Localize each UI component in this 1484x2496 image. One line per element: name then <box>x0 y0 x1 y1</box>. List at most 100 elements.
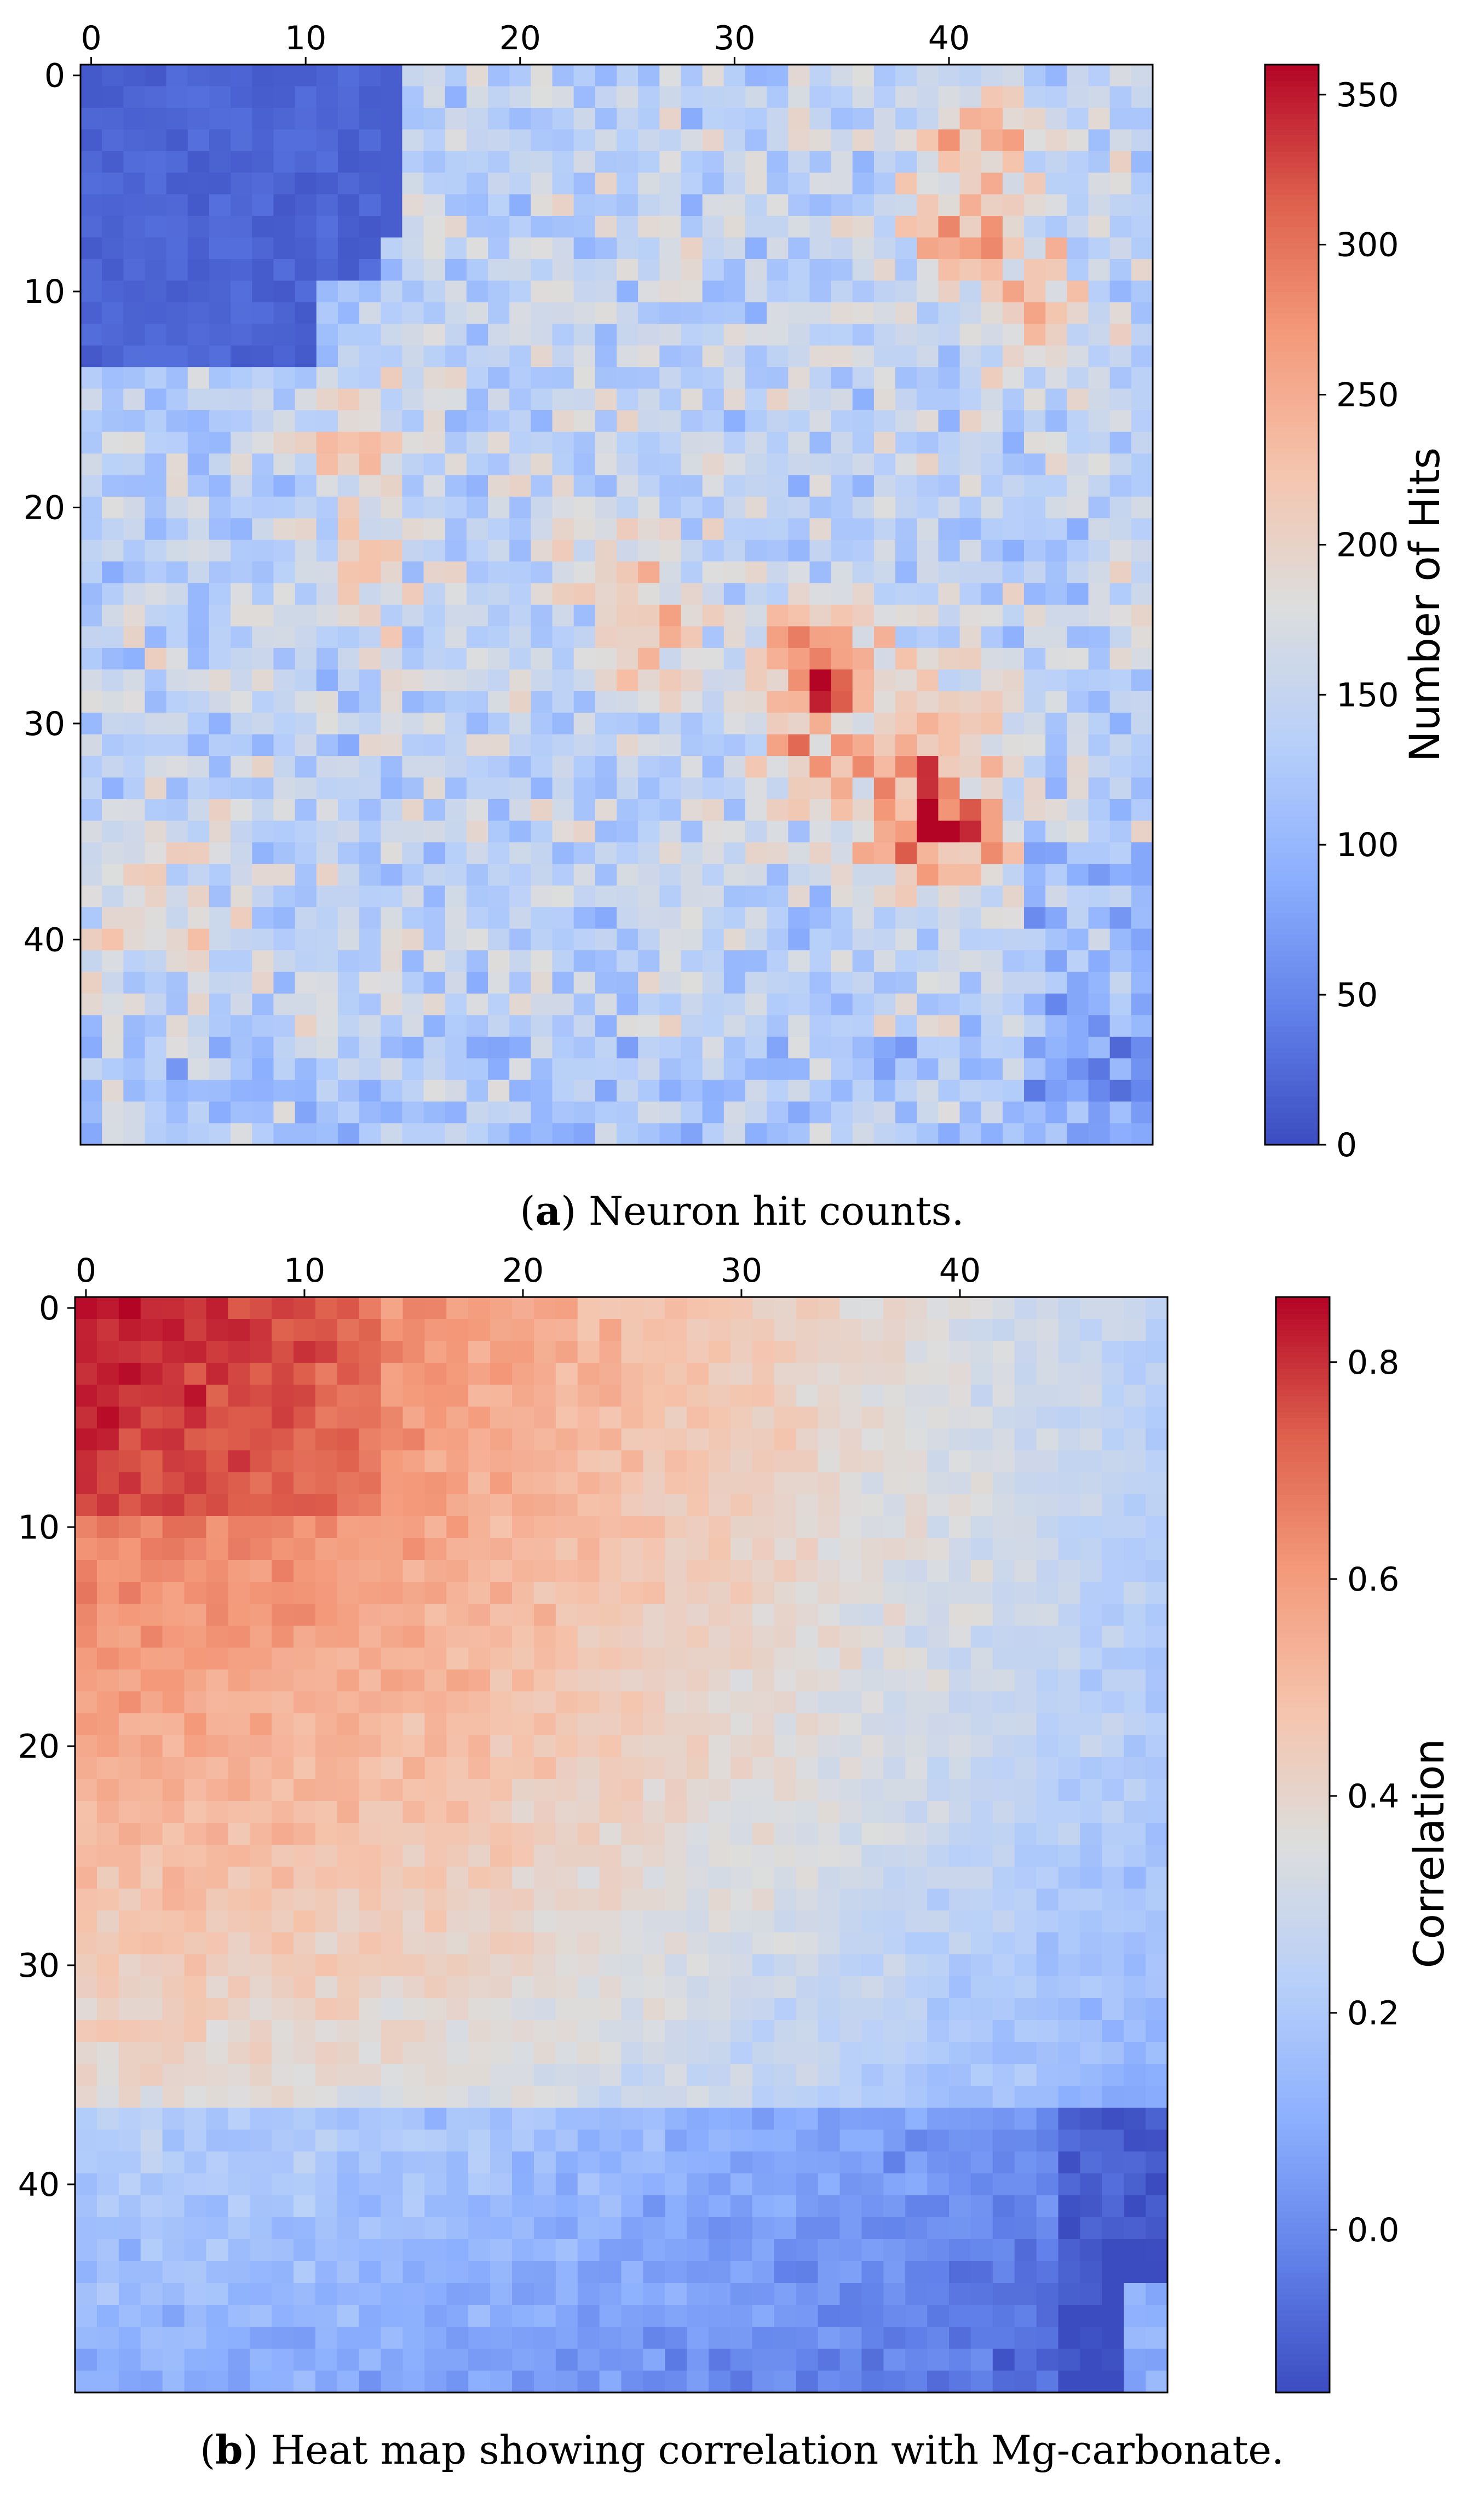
hit-count-cell <box>273 324 296 346</box>
hit-count-cell <box>445 820 467 843</box>
hit-count-cell <box>659 280 682 303</box>
correlation-cell <box>206 1954 228 1977</box>
hit-count-cell <box>1045 1036 1067 1059</box>
correlation-cell <box>1014 2042 1037 2064</box>
correlation-cell <box>970 1998 993 2021</box>
correlation-cell <box>140 2086 163 2108</box>
hit-count-cell <box>445 216 467 238</box>
hit-count-cell <box>295 302 317 324</box>
hit-count-cell <box>80 259 102 281</box>
correlation-cell <box>315 1867 338 1889</box>
correlation-cell <box>533 1669 556 1692</box>
correlation-cell <box>250 1976 272 1999</box>
correlation-cell <box>687 1538 709 1560</box>
hit-count-cell <box>80 605 102 627</box>
correlation-cell <box>774 1494 797 1517</box>
hit-count-colorbar-segment <box>1265 173 1319 179</box>
correlation-cell <box>140 1735 163 1758</box>
hit-count-cell <box>337 65 360 87</box>
hit-count-cell <box>1109 972 1132 994</box>
correlation-cell <box>337 1976 360 1999</box>
hit-count-cell <box>852 820 875 843</box>
correlation-cell <box>162 2042 185 2064</box>
correlation-cell <box>468 1319 491 1341</box>
correlation-cell <box>861 2261 884 2283</box>
hit-count-cell <box>938 1123 960 1145</box>
hit-count-cell <box>873 302 896 324</box>
correlation-cell <box>621 1626 643 1648</box>
correlation-cell <box>1124 1450 1146 1473</box>
hit-count-cell <box>1024 583 1046 605</box>
hit-count-cell <box>595 237 617 260</box>
hit-count-cell <box>1067 950 1089 973</box>
hit-count-cell <box>873 432 896 454</box>
correlation-cell <box>818 1976 841 1999</box>
correlation-cell <box>206 1363 228 1385</box>
hit-count-cell <box>552 129 574 152</box>
hit-count-cell <box>273 302 296 324</box>
hit-count-cell <box>895 756 917 778</box>
hit-count-cell <box>102 713 124 735</box>
correlation-cell <box>118 1428 141 1451</box>
correlation-cell <box>381 1954 404 1977</box>
correlation-cell <box>709 1582 731 1604</box>
correlation-cell <box>970 2130 993 2152</box>
hit-count-cell <box>316 734 338 756</box>
hit-count-cell <box>1002 345 1025 368</box>
hit-count-cell <box>767 518 789 541</box>
correlation-cell <box>184 2042 206 2064</box>
correlation-cell <box>905 1889 928 1911</box>
correlation-cell <box>1080 1407 1102 1429</box>
hit-count-cell <box>102 194 124 216</box>
correlation-cell <box>446 1341 469 1363</box>
hit-count-cell <box>381 799 402 821</box>
hit-count-cell <box>295 756 317 778</box>
hit-count-cell <box>831 1123 853 1145</box>
correlation-cell <box>839 1450 862 1473</box>
hit-count-cell <box>595 928 617 951</box>
correlation-cell <box>206 1691 228 1714</box>
hit-count-cell <box>1024 475 1046 497</box>
correlation-cell <box>337 1691 360 1714</box>
hit-count-cell <box>938 259 960 281</box>
hit-count-colorbar-segment <box>1265 437 1319 443</box>
correlation-cell <box>1146 1845 1168 1867</box>
hit-count-cell <box>80 237 102 260</box>
correlation-cell <box>1014 1691 1037 1714</box>
hit-count-cell <box>166 907 188 929</box>
correlation-cell <box>883 1297 906 1319</box>
hit-count-cell <box>1131 993 1153 1015</box>
hit-count-cell <box>938 561 960 584</box>
correlation-cell <box>228 1428 250 1451</box>
correlation-cell <box>970 1516 993 1539</box>
correlation-cell <box>1102 1932 1124 1955</box>
hit-count-cell <box>723 237 746 260</box>
hit-count-cell <box>1067 734 1089 756</box>
hit-count-cell <box>831 65 853 87</box>
correlation-cell <box>752 1538 775 1560</box>
correlation-cell <box>402 1976 425 1999</box>
correlation-cell <box>490 1297 513 1319</box>
hit-count-cell <box>381 151 402 173</box>
correlation-cell <box>927 1867 950 1889</box>
correlation-cell <box>1146 1428 1168 1451</box>
hit-count-cell <box>745 561 767 584</box>
correlation-cell <box>818 2217 841 2240</box>
hit-count-cell <box>552 194 574 216</box>
correlation-cell <box>949 1932 971 1955</box>
correlation-cell <box>643 1713 665 1736</box>
hit-count-cell <box>166 1123 188 1145</box>
hit-count-cell <box>445 864 467 886</box>
correlation-cell <box>796 1385 819 1407</box>
hit-count-cell <box>702 583 724 605</box>
hit-count-cell <box>381 475 402 497</box>
hit-count-cell <box>831 777 853 800</box>
correlation-cell <box>643 1845 665 1867</box>
hit-count-cell <box>337 1080 360 1102</box>
hit-count-cell <box>552 107 574 130</box>
correlation-cell <box>250 1998 272 2021</box>
correlation-cell <box>577 1954 600 1977</box>
correlation-cell <box>402 1319 425 1341</box>
correlation-cell <box>272 1297 294 1319</box>
hit-count-cell <box>617 864 639 886</box>
